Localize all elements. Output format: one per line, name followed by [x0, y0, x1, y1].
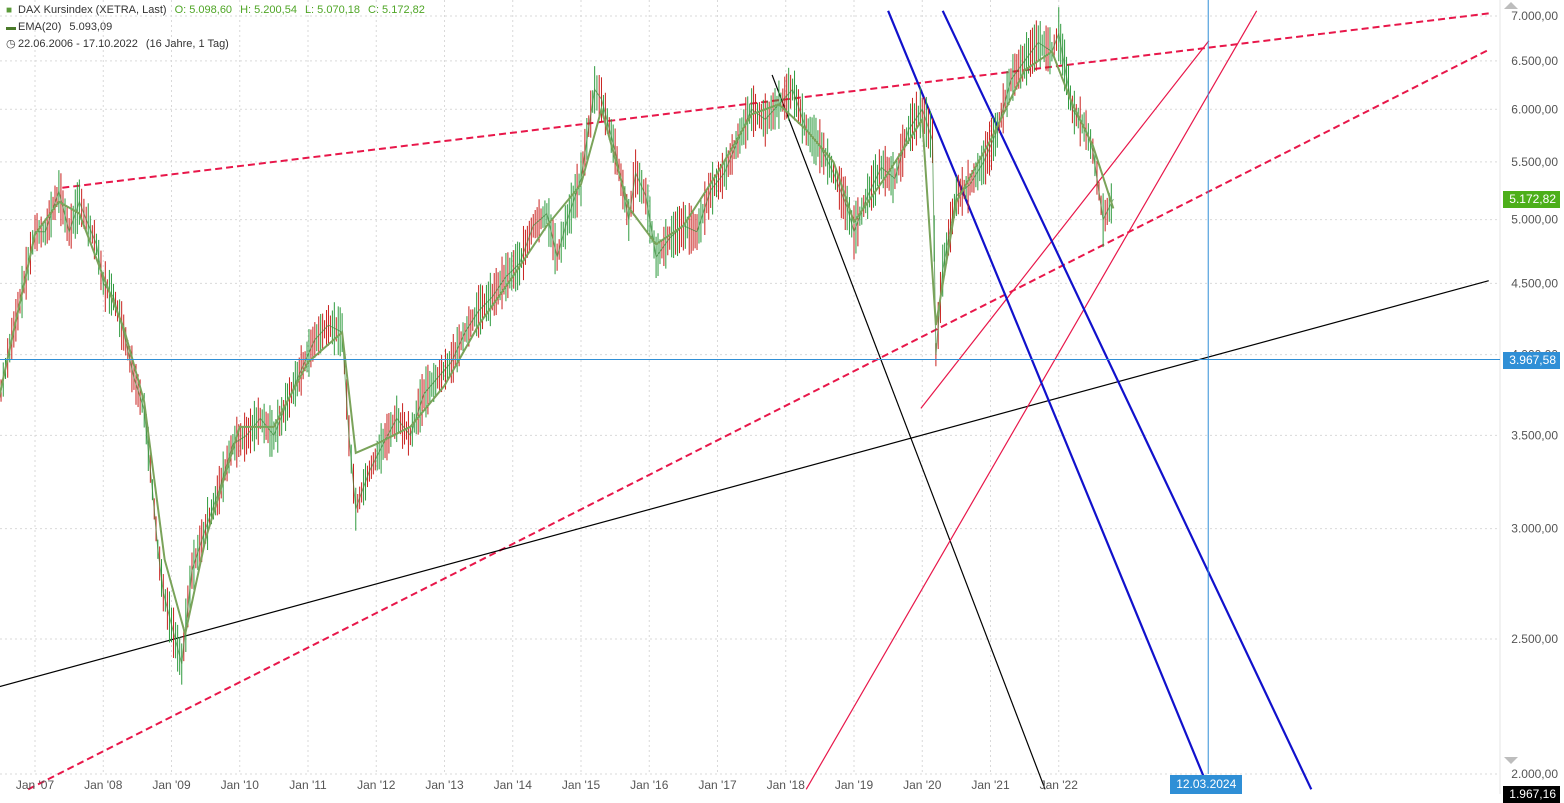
x-tick-label: Jan '21: [971, 778, 1010, 792]
crosshair-price-tag: 3.967,58: [1503, 352, 1560, 369]
dash-icon: ▬: [6, 19, 18, 36]
chart-legend: ■ DAX Kursindex (XETRA, Last) O: 5.098,6…: [6, 2, 425, 53]
trendline: [772, 75, 1045, 789]
y-tick-label: 6.500,00: [1511, 54, 1558, 68]
x-tick-label: Jan '22: [1040, 778, 1079, 792]
bottom-clipped-price-tag: 1.967,16: [1503, 786, 1560, 803]
y-tick-label: 7.000,00: [1511, 9, 1558, 23]
legend-range-row: ◷ 22.06.2006 - 17.10.2022 (16 Jahre, 1 T…: [6, 36, 425, 53]
x-tick-label: Jan '18: [767, 778, 806, 792]
x-tick-label: Jan '14: [494, 778, 533, 792]
y-tick-label: 4.500,00: [1511, 276, 1558, 290]
y-tick-label: 5.500,00: [1511, 155, 1558, 169]
scroll-down-arrow-icon[interactable]: [1504, 757, 1518, 764]
x-tick-label: Jan '13: [425, 778, 464, 792]
y-tick-label: 5.000,00: [1511, 213, 1558, 227]
legend-ema-row: ▬ EMA(20) 5.093,09: [6, 19, 425, 36]
trendline: [888, 11, 1209, 789]
y-tick-label: 2.500,00: [1511, 632, 1558, 646]
scroll-up-arrow-icon[interactable]: [1504, 2, 1518, 9]
x-tick-label: Jan '12: [357, 778, 396, 792]
y-tick-label: 6.000,00: [1511, 102, 1558, 116]
legend-instrument-row: ■ DAX Kursindex (XETRA, Last) O: 5.098,6…: [6, 2, 425, 19]
x-tick-label: Jan '11: [289, 778, 327, 792]
x-tick-label: Jan '15: [562, 778, 601, 792]
close-value: C: 5.172,82: [368, 2, 425, 19]
open-value: O: 5.098,60: [175, 2, 233, 19]
square-icon: ■: [6, 2, 18, 19]
trendline: [28, 50, 1489, 790]
y-axis: 7.000,00 6.500,00 6.000,00 5.500,00 5.000,00…: [1511, 9, 1558, 781]
crosshair-date-tag: 12.03.2024: [1170, 775, 1242, 794]
x-axis: Jan '07 Jan '08 Jan '09 Jan '10 Jan '11 Jan '…: [16, 778, 1078, 792]
x-tick-label: Jan '08: [84, 778, 123, 792]
high-value: H: 5.200,54: [240, 2, 297, 19]
y-tick-label: 3.000,00: [1511, 522, 1558, 536]
trendline: [921, 41, 1209, 409]
y-tick-label: 2.000,00: [1511, 767, 1558, 781]
x-tick-label: Jan '19: [835, 778, 874, 792]
ema-label: EMA(20): [18, 19, 61, 36]
range-detail: (16 Jahre, 1 Tag): [146, 36, 229, 53]
x-tick-label: Jan '17: [698, 778, 737, 792]
instrument-name: DAX Kursindex (XETRA, Last): [18, 2, 167, 19]
low-value: L: 5.070,18: [305, 2, 360, 19]
y-tick-label: 3.500,00: [1511, 428, 1558, 442]
date-range: 22.06.2006 - 17.10.2022: [18, 36, 138, 53]
trendline: [806, 11, 1256, 789]
clock-icon: ◷: [6, 36, 18, 53]
x-tick-label: Jan '07: [16, 778, 55, 792]
x-tick-label: Jan '09: [152, 778, 191, 792]
x-tick-label: Jan '20: [903, 778, 942, 792]
ema-value: 5.093,09: [69, 19, 112, 36]
x-tick-label: Jan '16: [630, 778, 669, 792]
x-tick-label: Jan '10: [221, 778, 260, 792]
last-price-tag: 5.172,82: [1503, 191, 1560, 208]
